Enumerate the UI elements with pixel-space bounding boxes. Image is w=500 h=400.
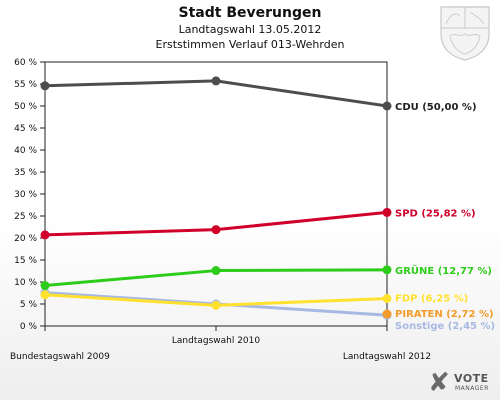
plot-frame — [44, 61, 388, 327]
series-label-sonstige: Sonstige (2,45 %) — [395, 321, 495, 332]
y-tick-label: 60 % — [14, 58, 37, 68]
data-point-cdu — [211, 76, 221, 86]
y-tick-label: 20 % — [14, 234, 37, 244]
y-tick-label: 15 % — [14, 256, 37, 266]
x-tick-label: Landtagswahl 2012 — [343, 352, 431, 362]
series-label-spd: SPD (25,82 %) — [395, 208, 476, 219]
chart-subtitle-2: Erststimmen Verlauf 013-Wehrden — [155, 38, 345, 51]
data-point-grüne — [40, 281, 50, 291]
chart-subtitle: Landtagswahl 13.05.2012 — [178, 23, 322, 36]
data-point-fdp — [40, 290, 50, 300]
y-tick-label: 35 % — [14, 168, 37, 178]
vote-x-icon: ✘ — [428, 368, 450, 398]
logo-text-vote: VOTE — [454, 372, 489, 385]
y-tick-label: 45 % — [14, 124, 37, 134]
data-point-cdu — [382, 101, 392, 111]
y-tick-label: 5 % — [20, 300, 38, 310]
chart-title: Stadt Beverungen — [178, 5, 322, 21]
data-point-spd — [40, 230, 50, 240]
y-tick-label: 50 % — [14, 102, 37, 112]
data-point-grüne — [382, 265, 392, 275]
series-label-cdu: CDU (50,00 %) — [395, 102, 477, 113]
data-point-piraten — [382, 309, 392, 319]
y-tick-label: 30 % — [14, 190, 37, 200]
data-point-fdp — [382, 294, 392, 303]
y-tick-label: 55 % — [14, 80, 37, 90]
y-tick-label: 25 % — [14, 212, 37, 222]
y-tick-label: 0 % — [20, 322, 38, 332]
vote-manager-logo: ✘ VOTE MANAGER — [428, 370, 498, 398]
x-tick-label: Landtagswahl 2010 — [172, 336, 261, 346]
coat-of-arms-icon — [440, 6, 490, 61]
series-label-piraten: PIRATEN (2,72 %) — [395, 309, 494, 320]
y-tick-label: 40 % — [14, 146, 37, 156]
series-label-grüne: GRÜNE (12,77 %) — [395, 263, 492, 277]
logo-text-manager: MANAGER — [455, 385, 489, 392]
data-point-grüne — [211, 266, 221, 276]
data-point-spd — [382, 207, 392, 217]
data-point-cdu — [40, 81, 50, 91]
y-tick-label: 10 % — [14, 278, 37, 288]
data-point-fdp — [211, 300, 221, 310]
series-label-fdp: FDP (6,25 %) — [395, 294, 468, 305]
data-point-spd — [211, 225, 221, 235]
x-tick-label: Bundestagswahl 2009 — [10, 352, 110, 362]
